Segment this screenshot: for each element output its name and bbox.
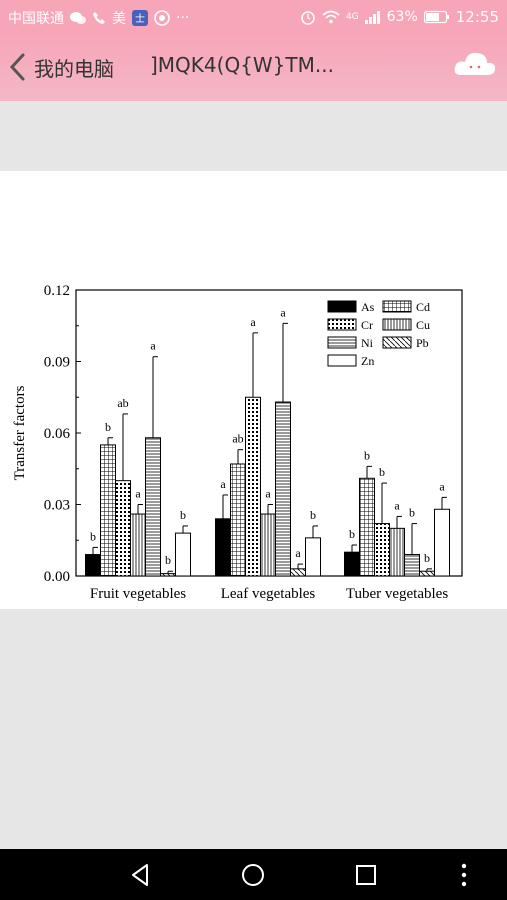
legend-label: As <box>361 300 375 314</box>
significance-label: b <box>379 465 385 479</box>
bar-pb <box>419 570 435 577</box>
significance-label: b <box>105 420 111 434</box>
bar-cu <box>260 513 276 577</box>
battery-icon <box>423 10 449 24</box>
y-axis-label: Transfer factors <box>12 385 28 480</box>
significance-label: a <box>439 479 445 493</box>
app-mark-label: 美 <box>112 11 126 27</box>
legend-swatch-pb <box>382 336 412 349</box>
y-tick-label: 0.03 <box>44 498 70 514</box>
significance-label: b <box>165 553 171 567</box>
cloud-profile-icon[interactable] <box>453 49 497 79</box>
signal-bars-icon <box>364 11 380 24</box>
significance-label: b <box>424 551 430 565</box>
chevron-left-icon <box>9 53 25 81</box>
phone-icon <box>93 12 105 24</box>
significance-label: b <box>349 527 355 541</box>
bar-cu <box>389 527 405 577</box>
battery-percent: 63% <box>386 9 418 25</box>
legend-swatch-zn <box>327 354 357 367</box>
recents-square-icon[interactable] <box>352 861 380 889</box>
significance-label: b <box>409 506 415 520</box>
bar-cd <box>100 444 116 577</box>
app-badge-icon: 士 <box>132 10 148 26</box>
bar-pb <box>160 573 176 577</box>
clock: 12:55 <box>455 8 499 26</box>
significance-label: b <box>180 508 186 522</box>
carrier-label: 中国联通 <box>8 11 64 27</box>
significance-label: a <box>280 305 286 319</box>
wechat-icon <box>70 12 86 24</box>
bar-chart: 0.00 0.03 0.06 0.09 0.12 Transfer factors Frui… <box>12 283 463 602</box>
home-circle-icon[interactable] <box>239 861 267 889</box>
legend-label: Ni <box>361 336 374 350</box>
status-bar: 中国联通 美 士 ··· 4G 63% 12:55 <box>0 0 507 33</box>
bar-as <box>85 554 101 577</box>
legend-label: Cr <box>361 318 373 332</box>
wifi-icon <box>322 10 340 24</box>
bar-ni <box>275 401 291 577</box>
bar-cd <box>230 463 246 577</box>
bar-ni <box>145 437 161 577</box>
significance-label: ab <box>232 432 243 446</box>
bar-cu <box>130 513 146 577</box>
bar-zn <box>434 508 450 577</box>
bar-cr <box>115 480 131 577</box>
y-tick-label: 0.00 <box>44 569 70 585</box>
legend-swatch-cu <box>382 318 412 331</box>
bar-cr <box>245 396 261 577</box>
bar-as <box>344 551 360 577</box>
legend-swatch-as <box>327 300 357 313</box>
y-tick-label: 0.12 <box>44 283 70 299</box>
x-tick-label: Tuber vegetables <box>346 586 449 602</box>
significance-label: b <box>310 508 316 522</box>
significance-label: b <box>90 529 96 543</box>
legend-label: Zn <box>361 354 374 368</box>
significance-label: a <box>250 315 256 329</box>
chart-image[interactable]: 0.00 0.03 0.06 0.09 0.12 Transfer factors Frui… <box>0 171 507 609</box>
bar-ni <box>404 554 420 577</box>
back-label[interactable]: 我的电脑 <box>34 57 114 81</box>
back-triangle-icon[interactable] <box>126 861 154 889</box>
y-tick-label: 0.06 <box>44 426 71 442</box>
significance-label: a <box>220 477 226 491</box>
more-dots-icon: ··· <box>176 10 190 26</box>
bar-cd <box>359 477 375 577</box>
bar-as <box>215 518 231 577</box>
alarm-icon <box>301 11 315 25</box>
signal-type-label: 4G <box>345 12 359 22</box>
bar-zn <box>305 537 321 577</box>
system-nav-bar <box>0 849 507 900</box>
bar-zn <box>175 532 191 577</box>
back-button[interactable] <box>8 53 26 86</box>
bar-pb <box>290 568 306 577</box>
svg-text:士: 士 <box>135 12 145 25</box>
legend-swatch-ni <box>327 336 357 349</box>
significance-label: a <box>394 498 400 512</box>
significance-label: a <box>295 546 301 560</box>
legend-label: Cu <box>416 318 430 332</box>
media-icon <box>154 10 170 26</box>
significance-label: a <box>135 487 141 501</box>
x-tick-label: Leaf vegetables <box>221 586 316 602</box>
legend-swatch-cd <box>382 300 412 313</box>
significance-label: a <box>150 339 156 353</box>
x-tick-label: Fruit vegetables <box>90 586 186 602</box>
significance-label: b <box>364 448 370 462</box>
y-tick-label: 0.09 <box>44 355 70 371</box>
bar-cr <box>374 523 390 577</box>
legend-label: Pb <box>416 336 429 350</box>
significance-label: ab <box>117 396 128 410</box>
significance-label: a <box>265 487 271 501</box>
chat-title: ]MQK4(Q{W}TM... <box>150 53 334 77</box>
title-bar: 我的电脑 ]MQK4(Q{W}TM... <box>0 33 507 101</box>
legend-swatch-cr <box>327 318 357 331</box>
legend-label: Cd <box>416 300 430 314</box>
menu-dots-icon[interactable] <box>450 861 478 889</box>
